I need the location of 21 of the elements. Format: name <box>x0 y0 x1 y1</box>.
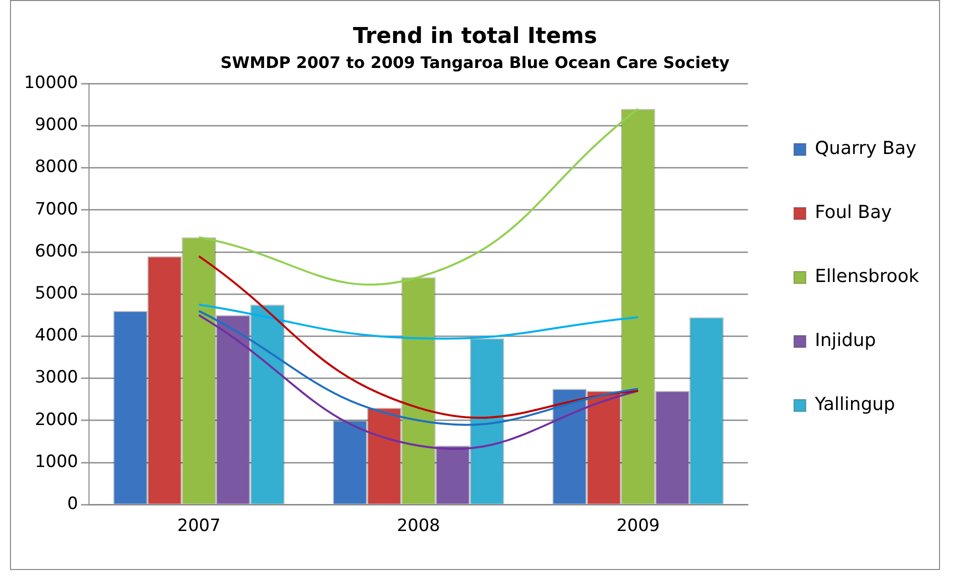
chart-title: Trend in total Items <box>352 24 598 49</box>
y-tick-label: 10000 <box>24 73 78 94</box>
y-tick-label: 8000 <box>34 157 78 178</box>
y-tick-label: 9000 <box>34 115 78 136</box>
legend-label: Injidup <box>814 330 876 352</box>
legend-label: Ellensbrook <box>814 266 920 288</box>
y-tick-label: 4000 <box>34 326 78 346</box>
x-tick-label: 2007 <box>177 516 221 536</box>
y-tick-label: 3000 <box>34 368 78 388</box>
y-tick-label: 6000 <box>34 241 78 262</box>
legend-label: Foul Bay <box>814 202 892 224</box>
y-tick-label: 2000 <box>34 410 78 430</box>
chart-subtitle: SWMDP 2007 to 2009 Tangaroa Blue Ocean Care Society <box>220 53 730 72</box>
legend-label: Quarry Bay <box>814 138 917 160</box>
x-tick-label: 2008 <box>396 516 440 536</box>
y-tick-label: 0 <box>67 494 78 514</box>
y-tick-label: 7000 <box>34 199 78 220</box>
legend-label: Yallingup <box>814 394 896 416</box>
y-tick-label: 1000 <box>34 452 78 472</box>
x-tick-label: 2009 <box>616 516 660 536</box>
y-tick-label: 5000 <box>34 284 78 304</box>
